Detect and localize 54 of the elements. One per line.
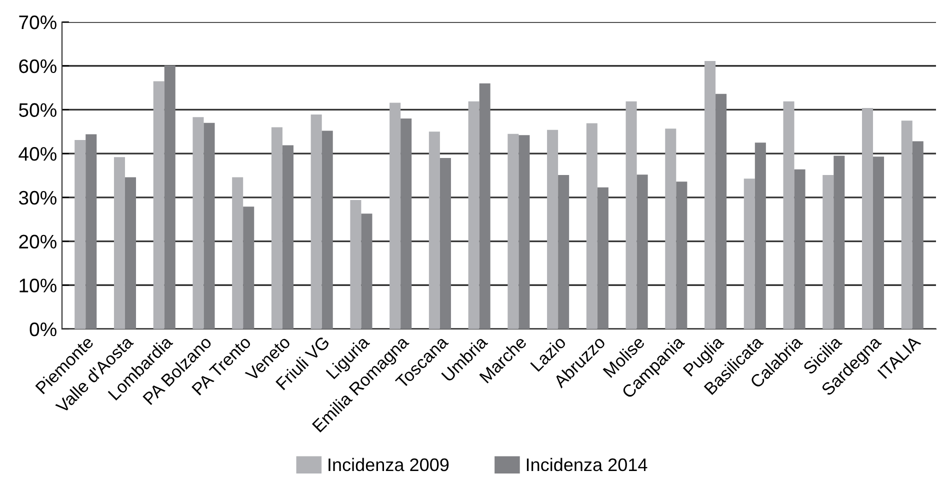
bar: [636, 174, 648, 329]
legend-label: Incidenza 2014: [526, 458, 648, 472]
bar: [862, 108, 874, 329]
bar: [626, 101, 637, 329]
bar: [153, 81, 164, 329]
bar: [114, 157, 125, 329]
bar: [468, 101, 480, 329]
bar: [822, 175, 834, 329]
bar: [390, 102, 401, 329]
bar: [350, 200, 362, 329]
bar: [783, 101, 794, 329]
bar: [912, 141, 924, 329]
y-tick-label: 10%: [20, 278, 56, 292]
y-tick-label: 20%: [19, 234, 56, 249]
legend-label: Incidenza 2009: [328, 458, 449, 472]
bar: [704, 61, 716, 329]
bar: [400, 118, 412, 329]
bar: [322, 130, 333, 329]
bar: [479, 83, 490, 329]
bar: [361, 214, 372, 329]
bar: [86, 134, 97, 329]
y-tick-label: 70%: [19, 15, 56, 30]
bar: [74, 140, 86, 329]
bar: [204, 122, 215, 329]
bar: [518, 135, 530, 329]
bar: [901, 120, 912, 329]
bar: [124, 177, 136, 329]
bar: [547, 130, 558, 329]
bar: [232, 177, 244, 329]
bar: [192, 117, 204, 329]
bar: [428, 132, 440, 329]
y-tick-label: 40%: [18, 147, 56, 161]
bar: [597, 187, 608, 329]
bar: [164, 65, 176, 329]
bar: [744, 178, 755, 329]
bar: [508, 134, 519, 329]
bar: [834, 156, 845, 329]
bar: [310, 114, 322, 329]
bar: [716, 94, 727, 329]
bar: [754, 142, 766, 329]
y-tick-label: 0%: [30, 322, 56, 336]
bar: [586, 123, 598, 329]
bar: [271, 127, 282, 329]
bar: [558, 175, 570, 329]
bar: [440, 158, 451, 329]
y-tick-label: 60%: [19, 59, 56, 74]
bar: [282, 145, 294, 329]
bar: [665, 128, 676, 329]
bar: [676, 182, 688, 329]
bar: [243, 206, 254, 329]
bar: [873, 156, 884, 329]
bar: [794, 169, 806, 329]
y-tick-label: 30%: [18, 190, 56, 205]
y-tick-label: 50%: [19, 103, 56, 117]
